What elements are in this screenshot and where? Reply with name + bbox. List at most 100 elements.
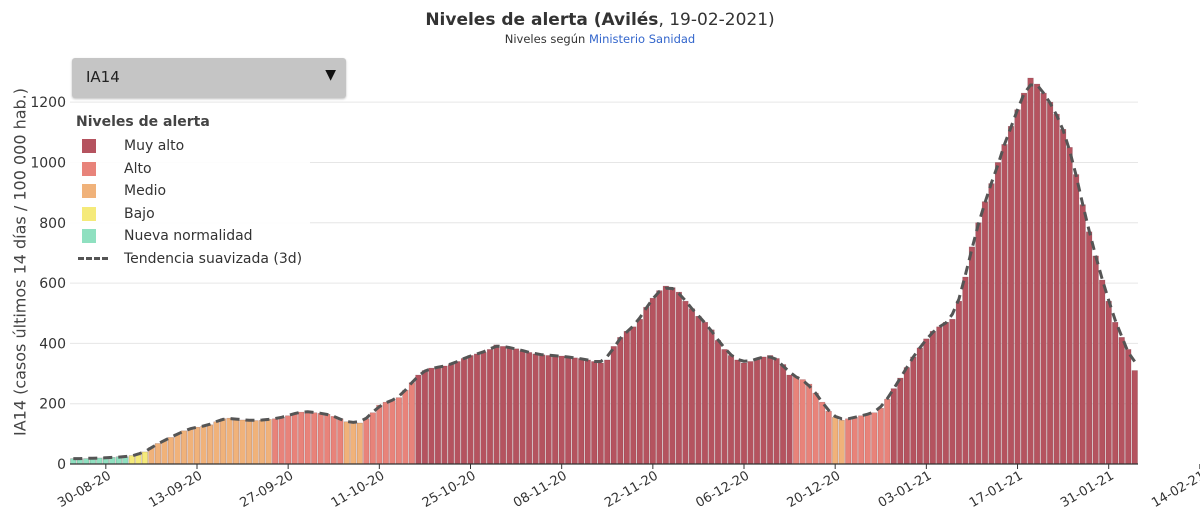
bar[interactable] <box>441 365 448 465</box>
bar[interactable] <box>1125 349 1132 465</box>
bar[interactable] <box>675 291 682 465</box>
indicator-dropdown[interactable]: IA14 ▼ <box>72 58 346 98</box>
bar[interactable] <box>793 376 800 465</box>
ministerio-sanidad-link[interactable]: Ministerio Sanidad <box>588 32 696 46</box>
bar[interactable] <box>591 361 598 465</box>
bar[interactable] <box>988 183 995 465</box>
legend-item-alto[interactable]: Alto <box>76 158 304 181</box>
bar[interactable] <box>382 401 389 465</box>
bar[interactable] <box>363 418 370 465</box>
bar[interactable] <box>688 308 695 465</box>
bar[interactable] <box>1112 322 1119 465</box>
bar[interactable] <box>519 350 526 465</box>
bar[interactable] <box>141 451 148 465</box>
bar[interactable] <box>903 367 910 465</box>
bar[interactable] <box>786 374 793 465</box>
bar[interactable] <box>734 359 741 465</box>
bar[interactable] <box>910 356 917 465</box>
bar[interactable] <box>174 433 181 465</box>
bar[interactable] <box>428 367 435 465</box>
bar[interactable] <box>532 353 539 465</box>
bar[interactable] <box>949 319 956 465</box>
legend-item-trend[interactable]: Tendencia suavizada (3d) <box>76 248 304 271</box>
bar[interactable] <box>1040 92 1047 465</box>
bar[interactable] <box>994 162 1002 465</box>
bar[interactable] <box>83 458 90 465</box>
bar[interactable] <box>1105 300 1112 465</box>
bar[interactable] <box>193 426 201 465</box>
bar[interactable] <box>180 430 188 465</box>
bar[interactable] <box>617 337 624 465</box>
bar[interactable] <box>1027 77 1034 465</box>
bar[interactable] <box>884 398 891 465</box>
bar[interactable] <box>773 358 780 465</box>
bar[interactable] <box>760 356 767 465</box>
bar[interactable] <box>473 353 481 465</box>
bar[interactable] <box>1047 101 1054 465</box>
bar[interactable] <box>981 201 989 465</box>
bar[interactable] <box>291 413 298 465</box>
bar[interactable] <box>545 355 552 465</box>
bar[interactable] <box>871 412 878 465</box>
bar[interactable] <box>753 358 761 465</box>
bar[interactable] <box>825 410 832 465</box>
bar[interactable] <box>493 344 500 465</box>
bar[interactable] <box>356 422 363 465</box>
bar[interactable] <box>226 417 233 465</box>
bar[interactable] <box>955 300 962 465</box>
bar[interactable] <box>845 418 852 465</box>
bar[interactable] <box>526 352 533 465</box>
bar[interactable] <box>167 437 174 465</box>
bar[interactable] <box>832 417 839 465</box>
bar[interactable] <box>154 443 161 465</box>
bar[interactable] <box>324 413 331 465</box>
bar[interactable] <box>864 413 871 465</box>
bar[interactable] <box>929 331 936 465</box>
bar[interactable] <box>252 420 259 465</box>
bar[interactable] <box>1073 174 1080 465</box>
bar[interactable] <box>851 417 858 465</box>
legend-item-muy-alto[interactable]: Muy alto <box>76 135 304 158</box>
bar[interactable] <box>701 322 708 465</box>
bar[interactable] <box>480 352 487 465</box>
bar[interactable] <box>636 319 643 465</box>
bar[interactable] <box>1014 109 1021 465</box>
bar[interactable] <box>1034 83 1041 465</box>
bar[interactable] <box>780 364 787 465</box>
bar[interactable] <box>285 415 292 465</box>
bar[interactable] <box>506 347 513 465</box>
bar[interactable] <box>415 374 422 465</box>
bar[interactable] <box>1020 92 1028 465</box>
bar[interactable] <box>486 349 494 465</box>
bar[interactable] <box>767 355 774 465</box>
bar[interactable] <box>330 416 337 465</box>
bar[interactable] <box>539 354 546 465</box>
bar[interactable] <box>649 297 656 465</box>
bar[interactable] <box>1086 231 1093 465</box>
bar[interactable] <box>838 420 845 465</box>
bar[interactable] <box>278 417 285 465</box>
bar[interactable] <box>239 419 246 465</box>
bar[interactable] <box>421 370 428 465</box>
bar[interactable] <box>369 412 376 465</box>
bar[interactable] <box>1131 370 1138 465</box>
bar[interactable] <box>936 326 943 465</box>
bar[interactable] <box>604 359 611 465</box>
bar[interactable] <box>408 382 415 465</box>
bar[interactable] <box>721 349 728 465</box>
bar[interactable] <box>304 410 311 465</box>
bar[interactable] <box>96 457 103 465</box>
bar[interactable] <box>350 422 357 465</box>
bar[interactable] <box>233 418 240 465</box>
bar[interactable] <box>877 407 884 465</box>
bar[interactable] <box>343 421 350 465</box>
bar[interactable] <box>819 401 826 465</box>
bar[interactable] <box>571 357 578 465</box>
bar[interactable] <box>402 389 409 465</box>
bar[interactable] <box>219 418 227 465</box>
bar[interactable] <box>454 361 461 465</box>
bar[interactable] <box>1001 144 1008 465</box>
bar[interactable] <box>1060 129 1067 465</box>
bar[interactable] <box>584 359 591 465</box>
bar[interactable] <box>1079 204 1086 465</box>
